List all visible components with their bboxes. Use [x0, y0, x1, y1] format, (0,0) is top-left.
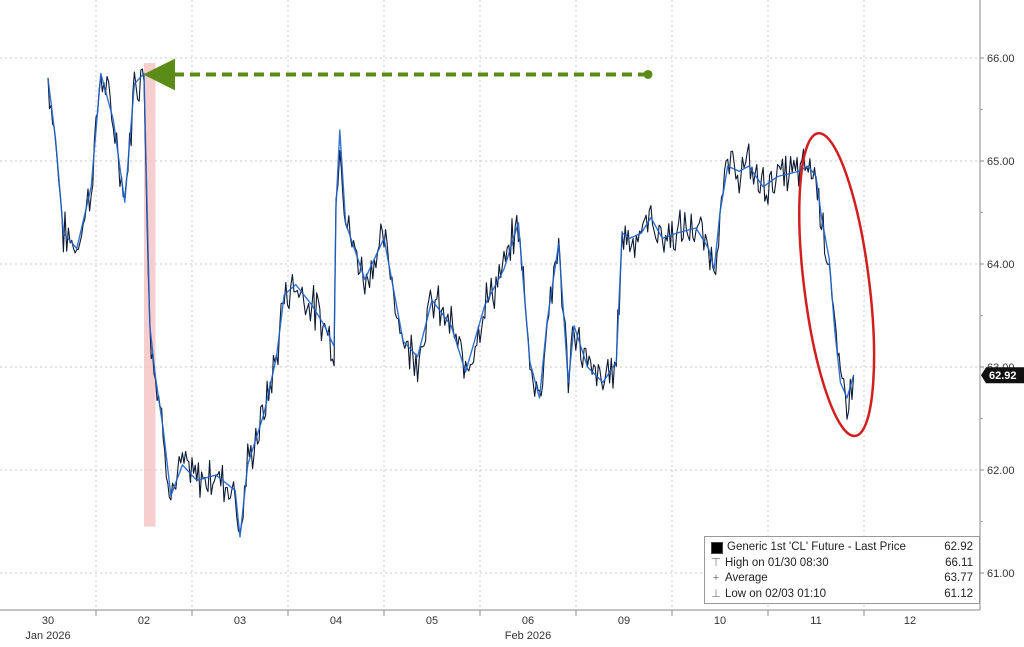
legend-item-high: ⊤ High on 01/30 08:30 66.11 [711, 556, 973, 572]
x-tick-label: 03 [234, 615, 246, 627]
annotation-layer-front [143, 58, 876, 438]
x-tick-label: 05 [426, 615, 438, 627]
x-tick-label: 06 [522, 615, 534, 627]
x-month-label: Jan 2026 [25, 630, 70, 642]
x-tick-label: 30 [42, 615, 54, 627]
legend-label-last-price: Generic 1st 'CL' Future - Last Price [727, 541, 906, 553]
legend-value-low: 61.12 [944, 587, 973, 600]
legend-item-last-price: Generic 1st 'CL' Future - Last Price 62.… [711, 540, 973, 556]
legend-item-low: ⊥ Low on 02/03 01:10 61.12 [711, 587, 973, 603]
legend-value-average: 63.77 [944, 572, 973, 584]
y-tick-label: 65.00 [987, 156, 1015, 168]
legend-value-high: 66.11 [945, 556, 973, 569]
y-tick-label: 64.00 [987, 259, 1015, 271]
y-tick-label: 62.00 [987, 465, 1015, 477]
x-tick-label: 09 [618, 615, 630, 627]
legend: Generic 1st 'CL' Future - Last Price 62.… [704, 536, 980, 604]
x-tick-label: 04 [330, 615, 342, 627]
average-marker-icon: + [712, 572, 720, 584]
y-tick-label: 66.00 [987, 53, 1015, 65]
x-tick-label: 02 [138, 615, 150, 627]
high-marker-icon: ⊤ [711, 556, 721, 569]
series-layer [47, 68, 855, 538]
x-month-label: Feb 2026 [505, 630, 551, 642]
arrow-start-dot [643, 69, 653, 79]
low-marker-icon: ⊥ [711, 587, 721, 600]
plot-background [0, 0, 980, 610]
x-tick-label: 11 [810, 615, 821, 627]
legend-label-average: Average [725, 572, 768, 584]
highlight-ellipse [798, 131, 876, 438]
legend-item-average: + Average 63.77 [711, 571, 973, 587]
series-line [47, 72, 855, 538]
x-tick-label: 12 [904, 615, 916, 627]
last-price-tag-shape [981, 367, 1024, 384]
last-price-tag: 62.92 [981, 367, 1024, 384]
legend-label-low: Low on 02/03 01:10 [725, 587, 827, 600]
legend-label-high: High on 01/30 08:30 [725, 556, 829, 569]
last-price-label: 62.92 [989, 370, 1017, 382]
y-axis-panel [981, 0, 1024, 642]
legend-value-last-price: 62.92 [944, 541, 973, 553]
grid-lines [0, 0, 980, 610]
y-tick-label: 61.00 [987, 568, 1015, 580]
black-square-icon [711, 541, 723, 554]
x-tick-label: 10 [714, 615, 726, 627]
